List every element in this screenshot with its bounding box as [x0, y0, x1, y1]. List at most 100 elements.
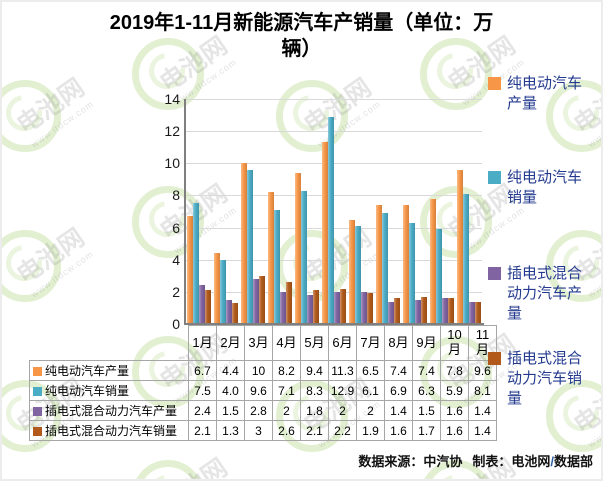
- series-label-cell: 插电式混合动力汽车销量: [29, 420, 189, 441]
- bar-series4-5月: [312, 290, 319, 324]
- bar-series4-2月: [231, 303, 238, 324]
- bar-series4-10月: [447, 298, 454, 324]
- gridline: [185, 163, 482, 165]
- bar-series3-11月: [468, 301, 475, 324]
- bar-series2-8月: [381, 213, 388, 324]
- month-header-cell: 10月: [440, 325, 469, 361]
- legend-item: 纯电动汽车产量: [488, 74, 587, 114]
- legend-item: 插电式混合动力汽车产量: [488, 264, 587, 323]
- bar-series1-6月: [321, 142, 328, 324]
- bar-series3-2月: [225, 299, 232, 325]
- series-label-cell: 纯电动汽车销量: [29, 380, 189, 401]
- chart-title: 2019年1-11月新能源汽车产销量（单位：万辆）: [109, 12, 494, 61]
- watermark-url-text: www.itdcw.com: [586, 98, 603, 150]
- y-axis-line: [184, 99, 186, 325]
- value-cell: 10: [244, 360, 273, 381]
- table-row: 纯电动汽车产量 6.7 4.4 10 8.2 9.4 11.3 6.5 7.4 7.4 7.8 9.6: [29, 360, 497, 381]
- legend-item: 纯电动汽车销量: [488, 168, 587, 208]
- watermark-url-text: www.itdcw.com: [29, 248, 96, 300]
- dept-text: 数据部: [553, 454, 593, 469]
- y-tick-label: 12: [164, 123, 180, 140]
- series-marker-icon: [33, 407, 42, 416]
- value-cell: 1.8: [300, 400, 329, 421]
- series-label-cell: 纯电动汽车产量: [29, 360, 189, 381]
- y-tick-label: 0: [172, 316, 180, 332]
- value-cell: 4.0: [216, 380, 245, 401]
- bar-series2-5月: [300, 190, 307, 325]
- month-header-cell: 4月: [272, 325, 301, 361]
- y-axis: 0 2 4 6 8 10 12 14: [140, 2, 180, 342]
- bar-series2-7月: [354, 225, 361, 325]
- legend-label: 插电式混合动力汽车产量: [507, 265, 583, 322]
- bar-series3-9月: [414, 299, 421, 325]
- value-cell: 1.6: [384, 420, 413, 441]
- value-cell: 8.3: [300, 380, 329, 401]
- bar-series1-10月: [429, 198, 436, 325]
- value-cell: 2.8: [244, 400, 273, 421]
- bar-series3-7月: [360, 291, 367, 325]
- bar-series2-10月: [435, 229, 442, 324]
- bar-series4-8月: [393, 298, 400, 324]
- legend-swatch-icon: [488, 352, 501, 365]
- bar-series4-7月: [366, 293, 373, 324]
- bar-series3-6月: [333, 291, 340, 325]
- watermark-url-text: www.itdcw.com: [586, 248, 603, 300]
- watermark-url-text: www.itdcw.com: [586, 398, 603, 450]
- plot-area: [185, 99, 482, 325]
- value-cell: 2.4: [188, 400, 217, 421]
- x-axis-line: [184, 323, 484, 325]
- month-header-cell: 5月: [300, 325, 329, 361]
- value-cell: 6.7: [188, 360, 217, 381]
- bar-series3-4月: [279, 291, 286, 325]
- bar-series3-3月: [252, 279, 259, 324]
- legend-swatch-icon: [488, 267, 501, 280]
- bar-series1-4月: [267, 192, 274, 324]
- bar-series3-1月: [198, 285, 205, 324]
- watermark-logo-icon: [132, 460, 204, 479]
- month-header-cell: 8月: [384, 325, 413, 361]
- bar-series1-9月: [402, 205, 409, 324]
- value-cell: 6.1: [356, 380, 385, 401]
- series-marker-icon: [33, 427, 42, 436]
- value-cell: 2.6: [272, 420, 301, 441]
- gridline: [185, 227, 482, 229]
- bar-series3-10月: [441, 298, 448, 324]
- value-cell: 1.6: [440, 420, 469, 441]
- data-table: 1月 2月 3月 4月 5月 6月 7月 8月 9月 10月 11月 纯电动汽车产量 6.7 4.4 10 8…: [29, 325, 497, 441]
- value-cell: 9.6: [468, 360, 497, 381]
- value-cell: 6.5: [356, 360, 385, 381]
- bar-series4-11月: [474, 301, 481, 324]
- bar-series4-6月: [339, 288, 346, 325]
- value-cell: 1.9: [356, 420, 385, 441]
- gridline: [185, 195, 482, 197]
- y-tick-label: 2: [172, 283, 180, 300]
- bar-series2-6月: [327, 116, 334, 325]
- value-cell: 12.9: [328, 380, 357, 401]
- y-tick-label: 4: [172, 251, 180, 268]
- value-cell: 8.2: [272, 360, 301, 381]
- bar-series1-3月: [240, 163, 247, 324]
- value-cell: 1.4: [384, 400, 413, 421]
- value-cell: 7.1: [272, 380, 301, 401]
- value-cell: 7.4: [384, 360, 413, 381]
- series-marker-icon: [33, 367, 42, 376]
- value-cell: 5.9: [440, 380, 469, 401]
- gridline: [185, 99, 482, 100]
- bar-series1-11月: [456, 169, 463, 325]
- bar-series1-8月: [375, 205, 382, 324]
- value-cell: 1.5: [216, 400, 245, 421]
- value-cell: 9.6: [244, 380, 273, 401]
- month-header-cell: 3月: [244, 325, 273, 361]
- bar-series1-7月: [348, 219, 355, 325]
- bar-series1-2月: [213, 253, 220, 324]
- month-header-cell: 1月: [188, 325, 217, 361]
- table-row: 插电式混合动力汽车产量 2.4 1.5 2.8 2 1.8 2 2 1.4 1.5 1.6 1.4: [29, 400, 497, 421]
- table-header-row: 1月 2月 3月 4月 5月 6月 7月 8月 9月 10月 11月: [30, 325, 497, 361]
- watermark-url-text: www.itdcw.com: [29, 98, 96, 150]
- value-cell: 1.7: [412, 420, 441, 441]
- y-tick-label: 8: [172, 187, 180, 204]
